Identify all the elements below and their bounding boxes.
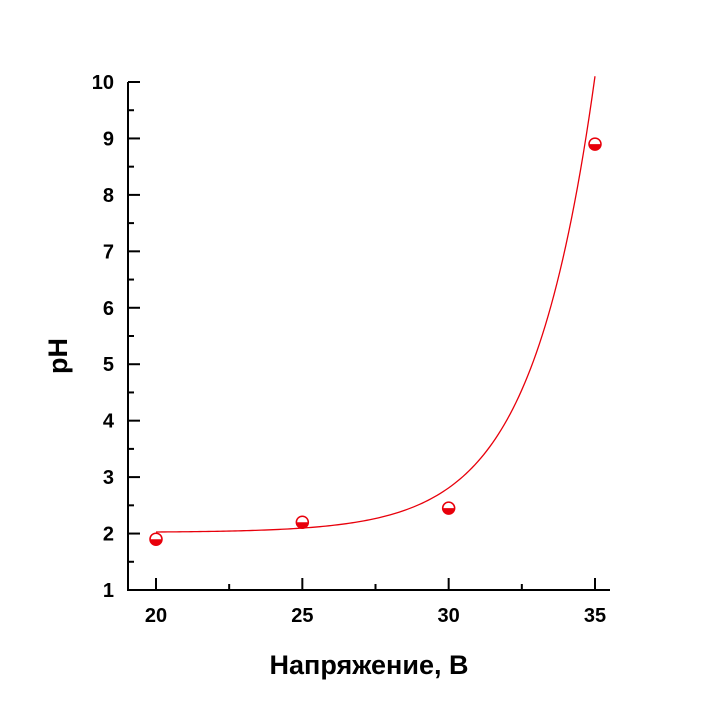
data-point bbox=[588, 137, 602, 151]
data-point bbox=[295, 515, 310, 530]
data-point bbox=[441, 501, 456, 515]
y-tick-label: 6 bbox=[103, 298, 114, 320]
x-tick-label: 25 bbox=[291, 605, 313, 627]
data-point-fill bbox=[296, 522, 309, 529]
fit-curve-group bbox=[155, 76, 596, 533]
data-point bbox=[149, 532, 163, 546]
x-tick-label: 30 bbox=[438, 605, 460, 627]
y-tick-label: 4 bbox=[103, 411, 115, 433]
fit-curve bbox=[155, 76, 596, 533]
y-axis-title: pH bbox=[43, 338, 73, 374]
x-tick-label: 20 bbox=[145, 605, 167, 627]
y-tick-label: 2 bbox=[103, 524, 114, 546]
x-tick-label: 35 bbox=[584, 605, 606, 627]
y-tick-label: 8 bbox=[103, 185, 114, 207]
y-tick-label: 10 bbox=[92, 72, 114, 94]
y-tick-label: 5 bbox=[103, 354, 114, 376]
x-ticks: 20 25 30 35 bbox=[145, 578, 606, 627]
y-ticks: 1 2 3 4 5 6 7 8 9 10 bbox=[92, 72, 140, 602]
y-tick-label: 1 bbox=[103, 580, 114, 602]
y-tick-label: 7 bbox=[103, 241, 114, 263]
data-points bbox=[149, 137, 602, 546]
x-axis-title: Напряжение, В bbox=[270, 650, 469, 680]
data-point-fill bbox=[442, 508, 455, 515]
y-tick-label: 3 bbox=[103, 467, 114, 489]
data-point-fill bbox=[150, 539, 162, 546]
axes bbox=[127, 82, 610, 591]
y-tick-label: 9 bbox=[103, 128, 114, 150]
data-point-fill bbox=[589, 144, 601, 151]
